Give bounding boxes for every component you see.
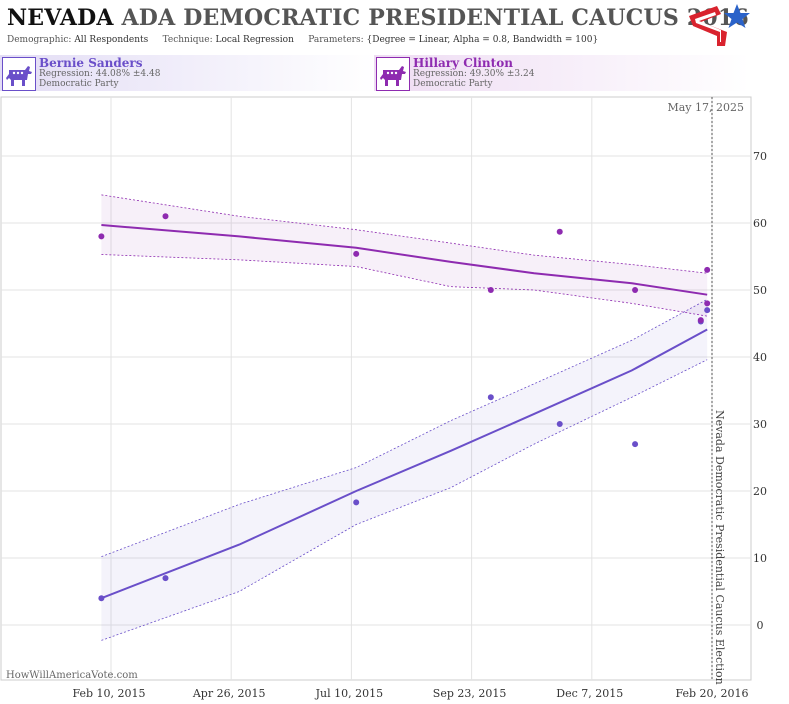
demographic-label: Demographic: bbox=[7, 35, 72, 45]
plot-frame bbox=[0, 96, 752, 681]
regression-lines bbox=[101, 224, 708, 600]
poll-point bbox=[162, 213, 169, 220]
poll-point bbox=[98, 595, 105, 602]
y-tick-label: 70 bbox=[753, 150, 767, 163]
y-axis-ticks: 0 10 20 30 40 50 60 70 bbox=[753, 150, 767, 632]
x-axis-ticks: Feb 10, 2015 Apr 26, 2015 Jul 10, 2015 Sep … bbox=[72, 687, 748, 700]
x-tick-label: Sep 23, 2015 bbox=[433, 687, 507, 700]
flag-star-logo-icon bbox=[689, 4, 750, 46]
poll-point bbox=[632, 287, 639, 293]
y-tick-label: 10 bbox=[753, 552, 767, 565]
band-upper bbox=[101, 299, 708, 558]
x-tick-label: Feb 10, 2015 bbox=[72, 687, 145, 700]
regression-line bbox=[101, 328, 708, 600]
poll-point bbox=[704, 266, 711, 273]
parameters-line: Demographic: All Respondents Technique: … bbox=[7, 35, 598, 45]
x-tick-label: Jul 10, 2015 bbox=[315, 687, 384, 700]
y-tick-label: 50 bbox=[753, 284, 767, 297]
candidate-card-sanders: Bernie Sanders Regression: 44.08% ±4.48 … bbox=[0, 55, 376, 91]
band-upper bbox=[101, 194, 708, 274]
parameters-label: Parameters: bbox=[308, 35, 364, 45]
grid bbox=[1, 97, 751, 680]
x-tick-label: Dec 7, 2015 bbox=[556, 687, 623, 700]
candidate-regression: Regression: 44.08% ±4.48 bbox=[39, 69, 161, 79]
y-tick-label: 20 bbox=[753, 485, 767, 498]
poll-point bbox=[704, 307, 711, 314]
page-title: NEVADA ADA DEMOCRATIC PRESIDENTIAL CAUCU… bbox=[7, 5, 749, 31]
poll-point bbox=[632, 441, 639, 448]
poll-points bbox=[98, 213, 711, 602]
y-tick-label: 0 bbox=[757, 619, 764, 632]
poll-point bbox=[98, 233, 105, 240]
y-tick-label: 60 bbox=[753, 217, 767, 230]
watermark: HowWillAmericaVote.com bbox=[6, 670, 138, 681]
candidate-name: Hillary Clinton bbox=[413, 56, 513, 70]
donkey-icon bbox=[2, 57, 36, 91]
candidate-name: Bernie Sanders bbox=[39, 56, 143, 70]
election-label: Nevada Democratic Presidential Caucus El… bbox=[713, 410, 726, 685]
candidate-card-clinton: Hillary Clinton Regression: 49.30% ±3.24… bbox=[374, 55, 750, 91]
current-date-label: May 17, 2025 bbox=[667, 101, 744, 114]
poll-point bbox=[487, 394, 494, 401]
regression-line bbox=[101, 224, 708, 296]
poll-point bbox=[704, 300, 711, 307]
chart-header: NEVADA ADA DEMOCRATIC PRESIDENTIAL CAUCU… bbox=[0, 0, 789, 52]
demographic-value: All Respondents bbox=[74, 35, 149, 45]
poll-point bbox=[697, 317, 704, 324]
poll-point bbox=[556, 228, 563, 235]
band-lower bbox=[101, 359, 708, 641]
title-rest: ADA DEMOCRATIC PRESIDENTIAL CAUCUS 2016 bbox=[121, 5, 749, 31]
x-tick-label: Feb 20, 2016 bbox=[675, 687, 748, 700]
technique-value: Local Regression bbox=[215, 35, 294, 45]
poll-point bbox=[162, 575, 169, 582]
y-tick-label: 40 bbox=[753, 351, 767, 364]
title-state: NEVADA bbox=[7, 5, 114, 31]
confidence-bands bbox=[101, 194, 708, 641]
poll-point bbox=[556, 421, 563, 427]
candidate-party: Democratic Party bbox=[39, 79, 119, 89]
band-lower bbox=[101, 254, 708, 317]
x-tick-label: Apr 26, 2015 bbox=[192, 687, 266, 700]
poll-point bbox=[487, 287, 494, 293]
y-tick-label: 30 bbox=[753, 418, 767, 431]
technique-label: Technique: bbox=[162, 35, 213, 45]
poll-point bbox=[353, 250, 360, 257]
donkey-icon bbox=[376, 57, 410, 91]
parameters-value: {Degree = Linear, Alpha = 0.8, Bandwidth… bbox=[366, 35, 599, 45]
candidate-regression: Regression: 49.30% ±3.24 bbox=[413, 69, 535, 79]
candidate-party: Democratic Party bbox=[413, 79, 493, 89]
poll-point bbox=[353, 499, 360, 506]
